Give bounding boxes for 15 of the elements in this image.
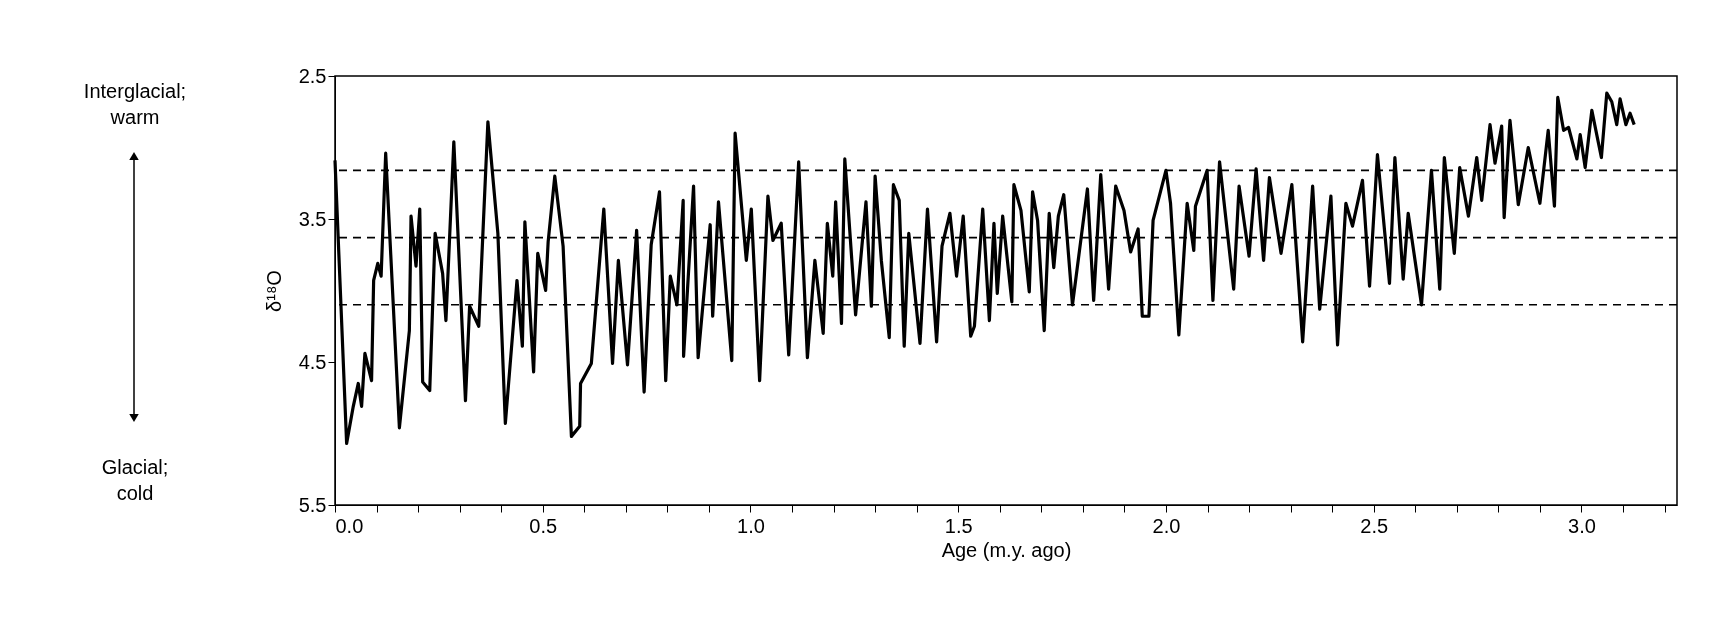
y-tick-label: 5.5 xyxy=(298,493,327,516)
x-tick-label: 1.5 xyxy=(944,514,973,537)
x-tick-label: 1.0 xyxy=(737,514,765,537)
y-tick-label: 3.5 xyxy=(298,207,327,230)
x-tick-label: 3.0 xyxy=(1568,514,1596,537)
y-axis-title: δ¹⁸O xyxy=(262,270,285,312)
x-tick-label: 2.0 xyxy=(1152,514,1181,537)
x-tick-label: 0.5 xyxy=(529,514,558,537)
y-tick-label: 2.5 xyxy=(298,64,327,87)
x-tick-label: 2.5 xyxy=(1360,514,1389,537)
x-axis-title: Age (m.y. ago) xyxy=(941,538,1072,561)
x-tick-label: 0.0 xyxy=(335,514,364,537)
text: Glacial; cold xyxy=(101,456,169,504)
text: Interglacial; warm xyxy=(83,80,187,128)
y-tick-label: 4.5 xyxy=(298,350,327,373)
